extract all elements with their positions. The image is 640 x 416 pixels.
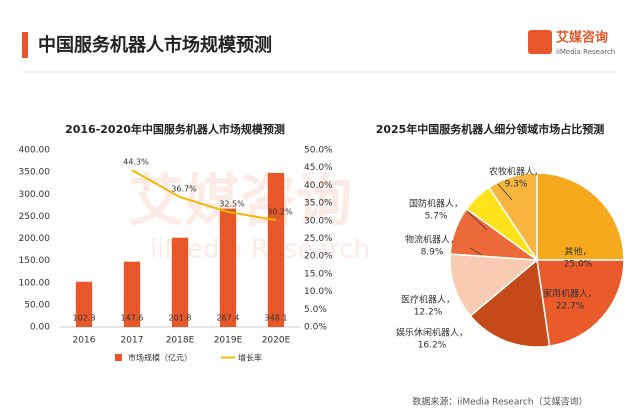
x-tick-label: 2017 [121, 336, 144, 346]
pie-slice [449, 253, 539, 317]
slice-name: 国防机器人， [409, 198, 463, 210]
y-tick-label: 200.00 [19, 234, 51, 244]
line-label: 32.5% [219, 199, 245, 208]
y2-tick-label: 40.0% [304, 181, 333, 191]
slice-value: 8.9% [421, 248, 444, 258]
slice-name: 娱乐休闲机器人， [396, 327, 468, 339]
line-label: 44.3% [123, 158, 149, 167]
y-tick-label: 100.00 [19, 278, 51, 288]
growth-line [131, 169, 277, 222]
slice-value: 12.2% [414, 308, 443, 318]
slice-name: 其他， [564, 246, 591, 258]
x-tick-label: 2016 [73, 336, 96, 346]
slice-value: 16.2% [418, 341, 447, 351]
slice-name: 家用机器人， [543, 288, 597, 300]
chart-title: 2025年中国服务机器人细分领域市场占比预测 [376, 122, 605, 136]
slice-name: 农牧机器人， [489, 166, 543, 178]
line-label: 30.2% [267, 208, 293, 217]
y2-tick-label: 45.0% [304, 163, 333, 173]
y-tick-label: 400.00 [19, 146, 51, 156]
leader-line [469, 247, 483, 256]
bar-label: 102.3 [73, 314, 96, 323]
pie-slice [487, 172, 538, 263]
slice-name: 医疗机器人， [401, 294, 455, 306]
legend-label: 市场规模（亿元） [128, 353, 192, 363]
watermark: 艾媒咨询 [128, 169, 352, 234]
y2-tick-label: 30.0% [304, 216, 333, 226]
y-tick-label: 150.00 [19, 256, 51, 266]
y2-tick-label: 5.0% [304, 305, 327, 315]
y-tick-label: 50.00 [24, 300, 50, 310]
slice-name: 物流机器人， [405, 234, 459, 246]
logo-sub: iiMedia Research [556, 48, 615, 56]
x-tick-label: 2019E [214, 336, 243, 346]
line-label: 36.7% [171, 185, 197, 194]
y2-tick-label: 25.0% [304, 234, 333, 244]
leader-line [497, 183, 513, 201]
y-tick-label: 250.00 [19, 212, 51, 222]
bar [75, 281, 93, 327]
pie-slice [469, 258, 551, 348]
bar-label: 201.8 [169, 314, 192, 323]
y2-tick-label: 50.0% [304, 146, 333, 156]
bar-label: 147.6 [121, 314, 144, 323]
source: 数据来源：iiMedia Research（艾媒咨询） [412, 396, 587, 408]
logo-text: 艾媒咨询 [556, 30, 608, 46]
y2-tick-label: 35.0% [304, 199, 333, 209]
bar [123, 261, 141, 327]
legend-label: 增长率 [238, 353, 262, 363]
y-tick-label: 300.00 [19, 190, 51, 200]
bar [219, 208, 237, 327]
chart-title: 2016-2020年中国服务机器人市场规模预测 [65, 122, 285, 136]
title-accent [22, 32, 28, 58]
y2-tick-label: 15.0% [304, 269, 333, 279]
bar-label: 267.4 [217, 314, 240, 323]
x-tick-label: 2018E [166, 336, 195, 346]
slice-value: 22.7% [556, 302, 585, 312]
legend-swatch [115, 354, 122, 361]
pie-slice [536, 172, 625, 261]
slice-value: 5.7% [425, 212, 448, 222]
y-tick-label: 0.00 [30, 323, 50, 333]
y-tick-label: 350.00 [19, 168, 51, 178]
pie-slice [536, 259, 625, 347]
y2-tick-label: 10.0% [304, 287, 333, 297]
bar [171, 237, 189, 327]
leader-line [467, 211, 488, 231]
logo-icon [528, 30, 552, 54]
slice-value: 25.0% [564, 260, 593, 270]
page-title: 中国服务机器人市场规模预测 [38, 34, 272, 56]
x-tick-label: 2020E [262, 336, 291, 346]
slice-value: 9.3% [505, 180, 528, 190]
bar-label: 348.1 [265, 314, 288, 323]
y2-tick-label: 20.0% [304, 252, 333, 262]
bar [267, 172, 285, 327]
y2-tick-label: 0.0% [304, 323, 327, 333]
